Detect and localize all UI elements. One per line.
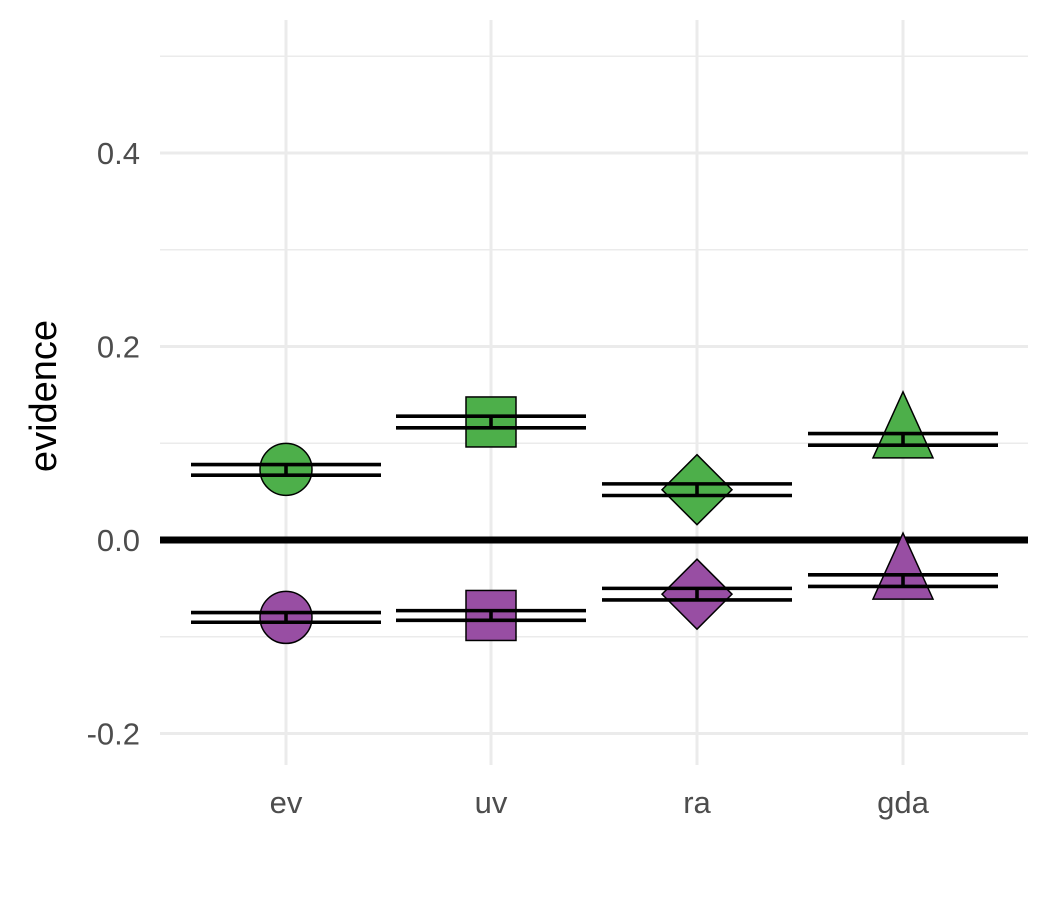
y-tick-label: 0.4 [97,136,140,171]
data-marks [191,390,998,645]
point-uv-series-1 [465,589,517,642]
y-axis-tick-labels: -0.2 0.0 0.2 0.4 [87,136,140,752]
x-tick-label-ev: ev [270,785,303,820]
y-tick-label: -0.2 [87,717,140,752]
x-tick-label-gda: gda [877,785,929,820]
x-tick-label-ra: ra [683,785,711,820]
point-gda-series-1 [871,531,935,600]
point-gda-series-0 [871,390,935,459]
x-axis-tick-labels: ev uv ra gda [270,785,930,820]
y-tick-label: 0.0 [97,523,140,558]
x-tick-label-uv: uv [475,785,508,820]
y-axis-title: evidence [23,320,65,472]
y-tick-label: 0.2 [97,330,140,365]
major-gridlines [160,20,1028,765]
